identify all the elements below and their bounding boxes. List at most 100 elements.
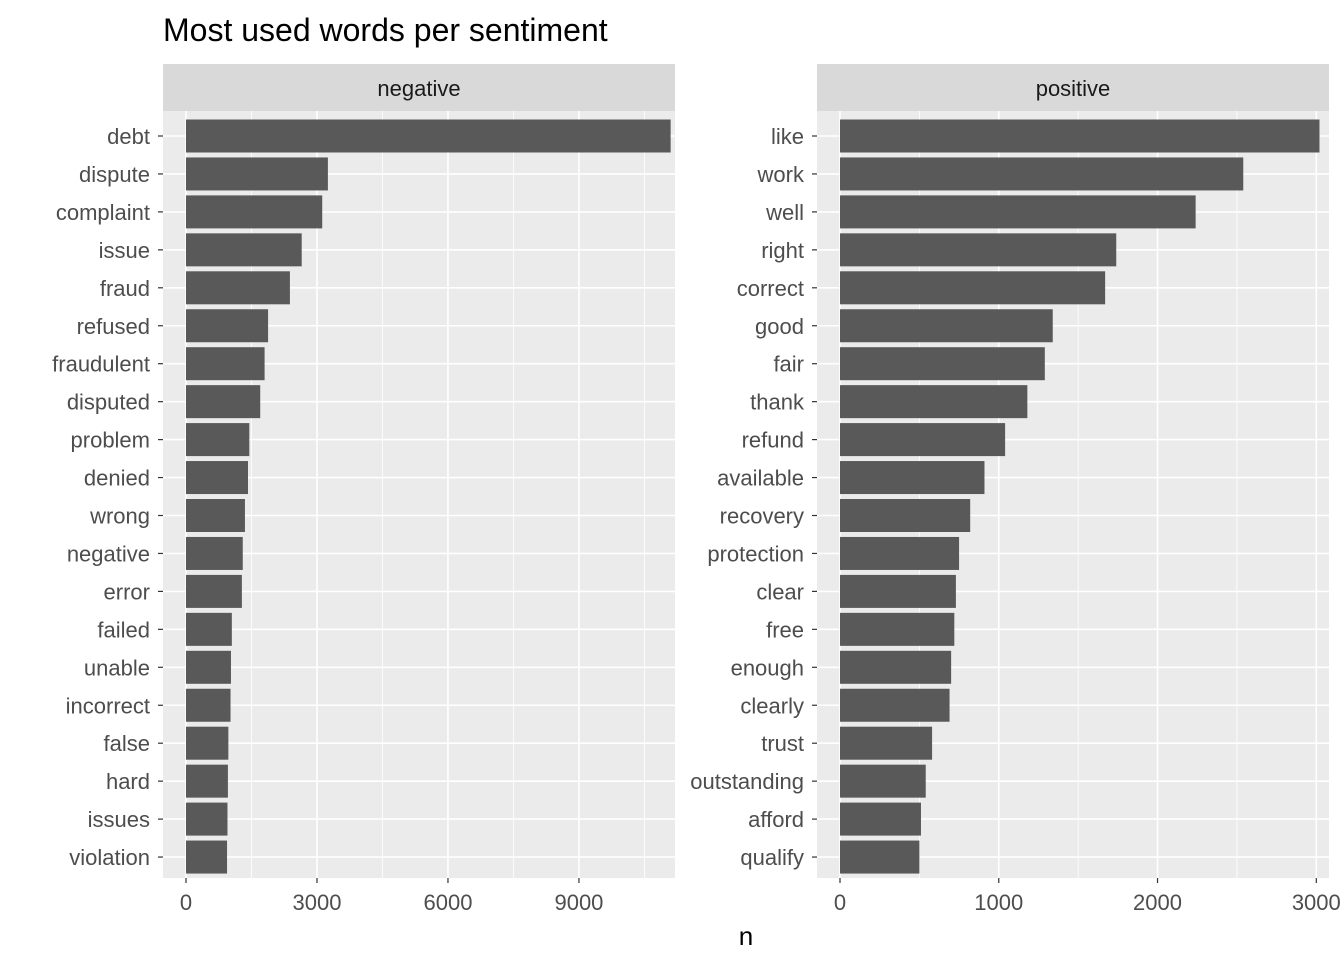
bar-correct [840, 271, 1106, 305]
category-label-failed: failed [97, 617, 150, 642]
strip-negative [163, 64, 675, 111]
category-label-negative: negative [67, 541, 150, 566]
bar-well [840, 195, 1196, 229]
strip-positive [817, 64, 1329, 111]
category-labels-negative: debt dispute complaint issue fraud refused fra… [52, 124, 163, 870]
category-label-false: false [104, 731, 150, 756]
category-label-fraud: fraud [100, 276, 150, 301]
bar-violation [186, 840, 228, 874]
category-label-denied: denied [84, 466, 150, 491]
category-label-violation: violation [69, 845, 150, 870]
category-label-available: available [717, 466, 804, 491]
category-label-trust: trust [761, 731, 804, 756]
category-label-correct: correct [737, 276, 804, 301]
chart-title: Most used words per sentiment [163, 12, 608, 48]
facet-negative: negative debt dispute complaint issue fraud r… [52, 64, 675, 915]
bar-clear [840, 574, 956, 608]
x-tick-label: 3000 [293, 890, 342, 915]
category-labels-positive: like work well right correct good fair thank ref… [690, 124, 817, 870]
strip-label-negative: negative [377, 76, 460, 101]
category-label-hard: hard [106, 769, 150, 794]
bar-good [840, 309, 1053, 343]
category-label-thank: thank [750, 390, 805, 415]
category-label-dispute: dispute [79, 162, 150, 187]
category-label-debt: debt [107, 124, 150, 149]
category-label-incorrect: incorrect [66, 693, 150, 718]
bar-incorrect [186, 688, 231, 722]
category-label-refund: refund [742, 428, 804, 453]
category-label-clear: clear [756, 579, 804, 604]
x-ticks-positive: 0 1000 2000 3000 [834, 878, 1341, 915]
category-label-qualify: qualify [740, 845, 804, 870]
bar-work [840, 157, 1244, 191]
strip-label-positive: positive [1036, 76, 1111, 101]
bars-positive [840, 119, 1320, 874]
bar-fraudulent [186, 347, 265, 381]
x-tick-label: 0 [834, 890, 846, 915]
bar-false [186, 726, 229, 760]
bar-refund [840, 423, 1006, 457]
bar-wrong [186, 499, 245, 532]
x-tick-label: 1000 [974, 890, 1023, 915]
category-label-refused: refused [77, 314, 150, 339]
category-label-clearly: clearly [740, 693, 804, 718]
category-label-enough: enough [731, 655, 804, 680]
bar-enough [840, 650, 952, 684]
category-label-right: right [761, 238, 804, 263]
bar-trust [840, 726, 933, 760]
category-label-fair: fair [773, 352, 804, 377]
x-tick-label: 2000 [1133, 890, 1182, 915]
facet-positive: positive like work well right correct good fai… [690, 64, 1341, 915]
category-label-afford: afford [748, 807, 804, 832]
bar-problem [186, 423, 250, 457]
category-label-well: well [765, 200, 804, 225]
category-label-good: good [755, 314, 804, 339]
bar-issue [186, 233, 302, 267]
bar-debt [186, 119, 671, 153]
bar-outstanding [840, 764, 926, 798]
category-label-free: free [766, 617, 804, 642]
bar-dispute [186, 157, 328, 191]
x-tick-label: 9000 [554, 890, 603, 915]
bar-refused [186, 309, 269, 343]
category-label-recovery: recovery [720, 504, 804, 529]
bar-complaint [186, 195, 323, 229]
bar-qualify [840, 840, 920, 874]
bars-negative [186, 119, 671, 874]
category-label-disputed: disputed [67, 390, 150, 415]
x-tick-label: 3000 [1292, 890, 1341, 915]
bar-available [840, 461, 985, 495]
category-label-complaint: complaint [56, 200, 150, 225]
bar-issues [186, 802, 228, 836]
x-tick-label: 0 [180, 890, 192, 915]
bar-protection [840, 536, 960, 570]
category-label-issue: issue [99, 238, 150, 263]
category-label-protection: protection [707, 541, 804, 566]
bar-unable [186, 650, 231, 684]
bar-disputed [186, 385, 261, 419]
x-tick-label: 6000 [423, 890, 472, 915]
bar-recovery [840, 499, 971, 532]
category-label-outstanding: outstanding [690, 769, 804, 794]
bar-fair [840, 347, 1045, 381]
category-label-unable: unable [84, 655, 150, 680]
bar-error [186, 574, 242, 608]
category-label-issues: issues [88, 807, 150, 832]
category-label-work: work [757, 162, 805, 187]
bar-failed [186, 612, 232, 646]
category-label-problem: problem [71, 428, 150, 453]
category-label-error: error [104, 579, 150, 604]
x-axis-title: n [739, 921, 753, 951]
x-ticks-negative: 0 3000 6000 9000 [180, 878, 603, 915]
bar-thank [840, 385, 1028, 419]
bar-like [840, 119, 1320, 153]
bar-free [840, 612, 955, 646]
bar-denied [186, 461, 248, 495]
category-label-like: like [771, 124, 804, 149]
bar-fraud [186, 271, 290, 305]
bar-clearly [840, 688, 950, 722]
category-label-fraudulent: fraudulent [52, 352, 150, 377]
bar-negative [186, 536, 243, 570]
bar-right [840, 233, 1117, 267]
